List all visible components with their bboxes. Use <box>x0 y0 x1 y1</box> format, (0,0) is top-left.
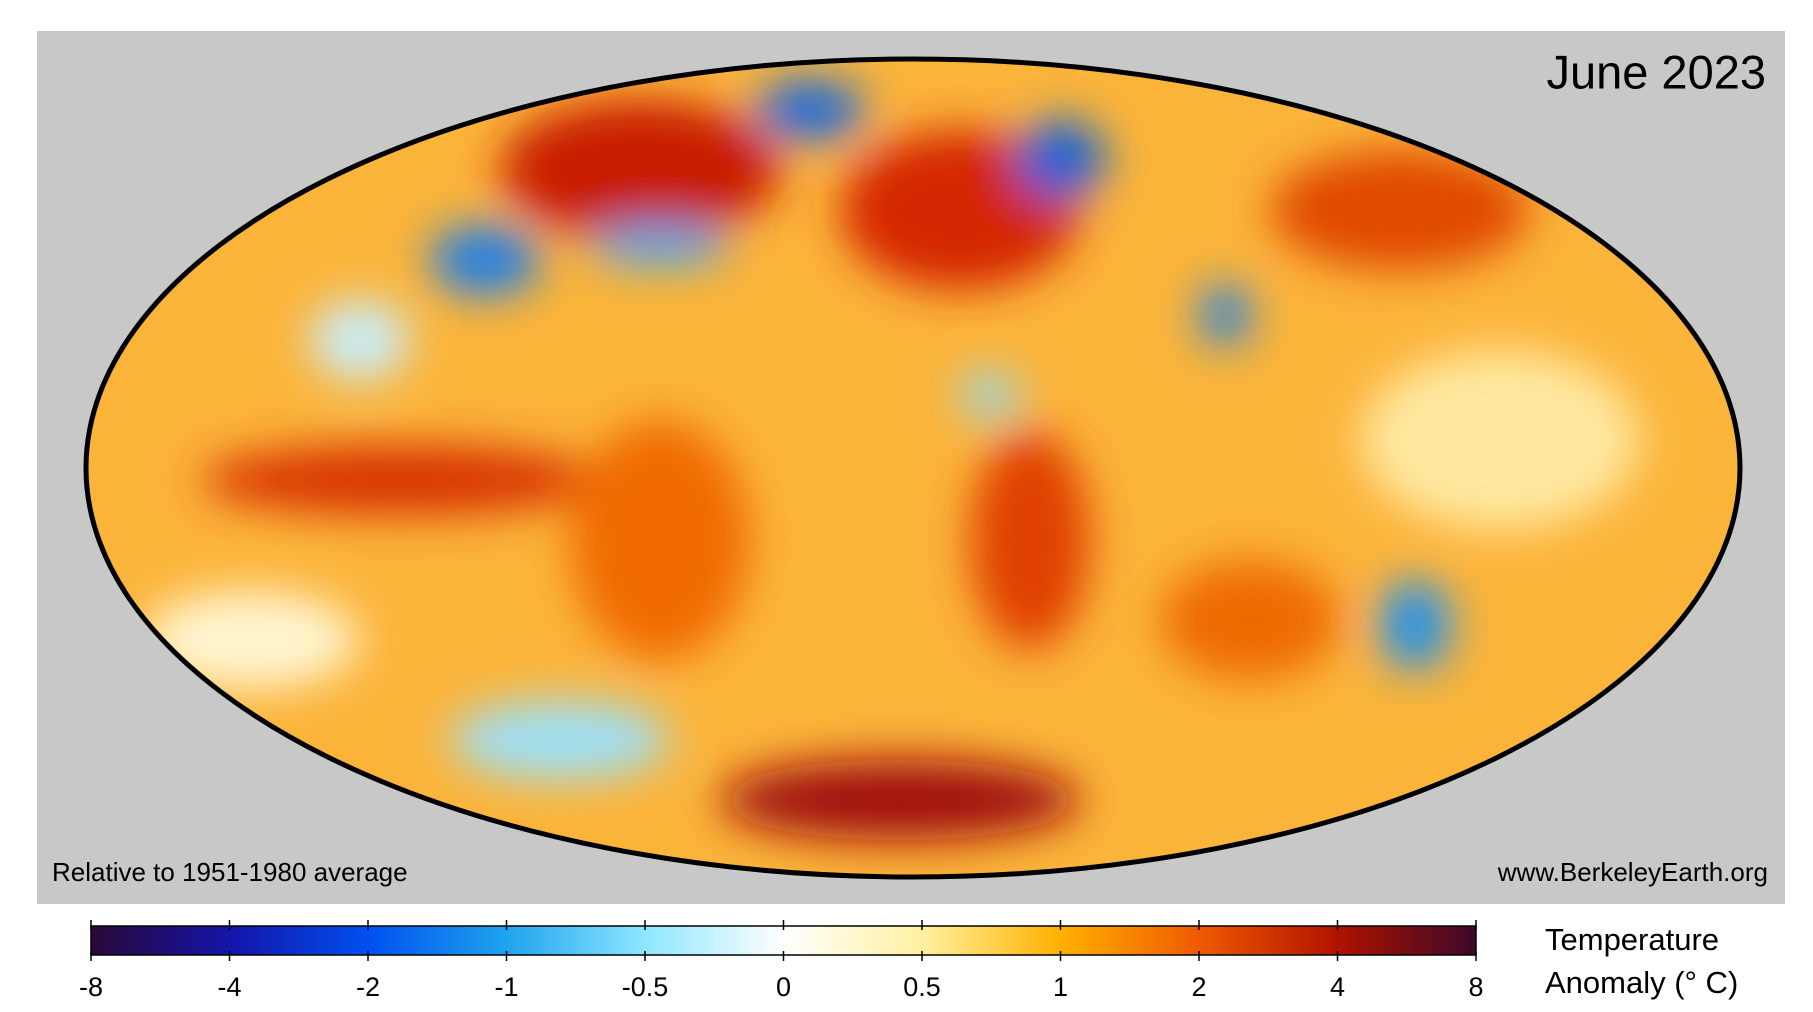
colorbar-tick-label: -4 <box>217 972 241 1002</box>
colorbar-tick-label: -8 <box>79 972 103 1002</box>
globe-outline <box>83 56 1743 880</box>
baseline-note: Relative to 1951-1980 average <box>52 857 408 887</box>
source: www.BerkeleyEarth.org <box>1497 857 1768 887</box>
colorbar-tick-label: -1 <box>494 972 518 1002</box>
colorbar-tick-label: 0.5 <box>903 972 941 1002</box>
colorbar-label: Temperature <box>1545 922 1719 957</box>
colorbar-tick-label: -2 <box>356 972 380 1002</box>
colorbar-label: Anomaly (° C) <box>1545 965 1738 1000</box>
colorbar-tick-label: 8 <box>1468 972 1483 1002</box>
colorbar-tick-label: 2 <box>1191 972 1206 1002</box>
colorbar-tick-label: 4 <box>1330 972 1345 1002</box>
colorbar-tick-label: -0.5 <box>622 972 669 1002</box>
colorbar <box>90 925 1477 956</box>
anomaly-map <box>86 59 1740 877</box>
colorbar-tick-label: 0 <box>776 972 791 1002</box>
colorbar-tick-label: 1 <box>1053 972 1068 1002</box>
map-title: June 2023 <box>1546 45 1766 98</box>
